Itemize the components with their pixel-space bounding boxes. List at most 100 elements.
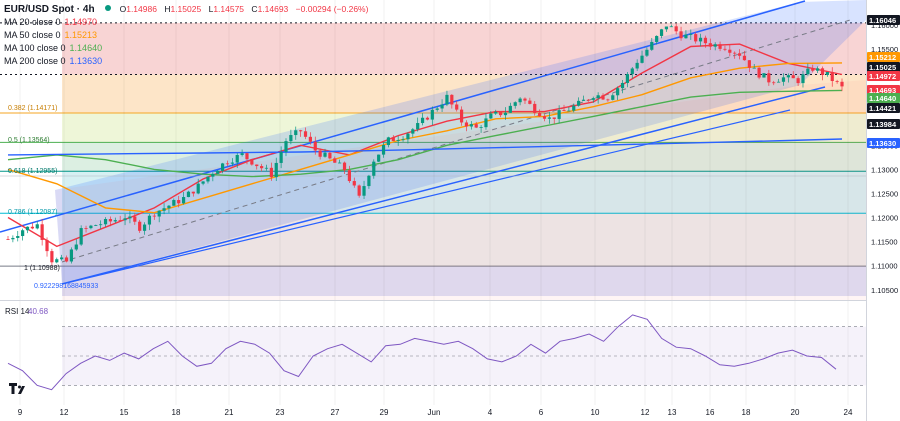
candle-body <box>274 162 278 178</box>
candle <box>708 38 712 50</box>
candlesticks[interactable] <box>6 23 844 266</box>
time-axis[interactable]: 9 12 15 18 21 23 27 29 Jun 4 6 10 12 13 16 18 20 24 <box>18 408 853 417</box>
candle-body <box>89 225 93 229</box>
candle <box>323 148 327 158</box>
candle-body <box>689 34 693 35</box>
ma20-legend[interactable]: MA 20 close 0 1.14970 <box>4 17 98 27</box>
candle-body <box>659 29 664 36</box>
candle <box>45 237 49 257</box>
candle <box>655 35 659 45</box>
chart-legend[interactable]: EUR/USD Spot · 4h O1.14986 H1.15025 L1.1… <box>4 3 373 68</box>
candle-body <box>455 104 459 110</box>
candle-body <box>84 228 88 229</box>
price-badge-text: 1.16046 <box>869 16 896 25</box>
change-value: −0.00294 (−0.26%) <box>295 4 369 14</box>
candle <box>191 191 195 197</box>
candle-body <box>99 224 103 226</box>
candle-body <box>255 164 259 167</box>
x-tick-label: 4 <box>488 408 493 417</box>
candle-body <box>630 68 634 75</box>
candle <box>6 235 10 240</box>
price-badge-text: 1.15025 <box>869 63 896 72</box>
close-value: 1.14693 <box>257 4 289 14</box>
candle <box>416 117 420 132</box>
price-badge <box>867 62 900 72</box>
candle <box>440 99 444 113</box>
candle <box>333 156 337 163</box>
candle <box>611 93 615 101</box>
candle <box>11 235 15 243</box>
price-badge <box>867 103 900 113</box>
candle <box>723 45 727 52</box>
price-badge <box>867 15 900 25</box>
candle <box>513 101 517 109</box>
candle <box>347 165 352 183</box>
candle <box>308 132 312 145</box>
rsi-label: RSI 14 <box>5 307 30 316</box>
candle <box>801 70 805 88</box>
candle-body <box>103 218 108 225</box>
price-badge-text: 1.14421 <box>869 104 896 113</box>
candle-body <box>606 99 610 101</box>
candle-body <box>396 140 400 141</box>
price-badge-text: 1.14972 <box>869 72 896 81</box>
candle <box>684 30 688 39</box>
candle <box>606 98 610 102</box>
y-tick-label: 1.11500 <box>871 238 898 247</box>
candle <box>645 47 649 57</box>
candle-body <box>181 197 186 204</box>
candle-body <box>567 110 571 112</box>
candle-body <box>703 37 708 44</box>
candle <box>840 78 844 92</box>
candle <box>698 33 703 47</box>
candle-body <box>167 205 171 209</box>
candle-body <box>347 170 352 182</box>
candle <box>216 169 220 174</box>
candle-body <box>674 26 678 32</box>
candle-body <box>552 117 556 119</box>
candle <box>830 67 834 87</box>
candle <box>284 138 288 157</box>
candle-body <box>503 112 508 116</box>
x-tick-label: 20 <box>791 408 800 417</box>
candle-body <box>128 216 132 219</box>
fib-label-2: 0.382 (1.14171) <box>8 105 57 112</box>
candle <box>533 101 537 116</box>
fib-zone-3 <box>62 142 866 172</box>
candle <box>835 79 839 84</box>
candle-body <box>791 75 795 79</box>
price-badge-text: 1.13630 <box>869 139 896 148</box>
candle <box>367 174 371 189</box>
series-line-1 <box>7 43 843 248</box>
candle-body <box>201 181 205 184</box>
candle <box>55 257 59 264</box>
candle <box>264 164 269 171</box>
symbol-title[interactable]: EUR/USD Spot · 4h <box>4 4 95 15</box>
series-line-2 <box>7 62 843 214</box>
ma50-legend[interactable]: MA 50 close 0 1.15213 <box>4 30 98 40</box>
candle-body <box>616 88 620 96</box>
rsi-pane[interactable]: 80.0060.0040.0020.0040.68 <box>7 308 900 405</box>
fib-zone-4 <box>62 171 866 214</box>
support-line <box>61 109 791 285</box>
candle-body <box>425 117 430 120</box>
candle <box>69 247 74 264</box>
price-axis[interactable]: 1.160001.155001.150001.145001.140001.135… <box>867 0 900 421</box>
candle-body <box>133 216 137 222</box>
candle-body <box>698 37 703 42</box>
fib-label-3: 0.5 (1.13564) <box>8 137 50 144</box>
candle-body <box>489 113 493 119</box>
fib-zone-0 <box>62 22 866 75</box>
candle <box>713 42 717 51</box>
candle <box>767 69 771 86</box>
ma100-legend[interactable]: MA 100 close 0 1.14640 <box>4 43 103 53</box>
price-badge <box>867 119 900 129</box>
candle <box>469 121 473 130</box>
candle <box>99 220 103 229</box>
candle-body <box>264 167 269 169</box>
candle-body <box>806 68 810 75</box>
candle-body <box>811 68 815 71</box>
candle-body <box>35 224 39 229</box>
ma200-legend[interactable]: MA 200 close 0 1.13630 <box>4 56 103 66</box>
